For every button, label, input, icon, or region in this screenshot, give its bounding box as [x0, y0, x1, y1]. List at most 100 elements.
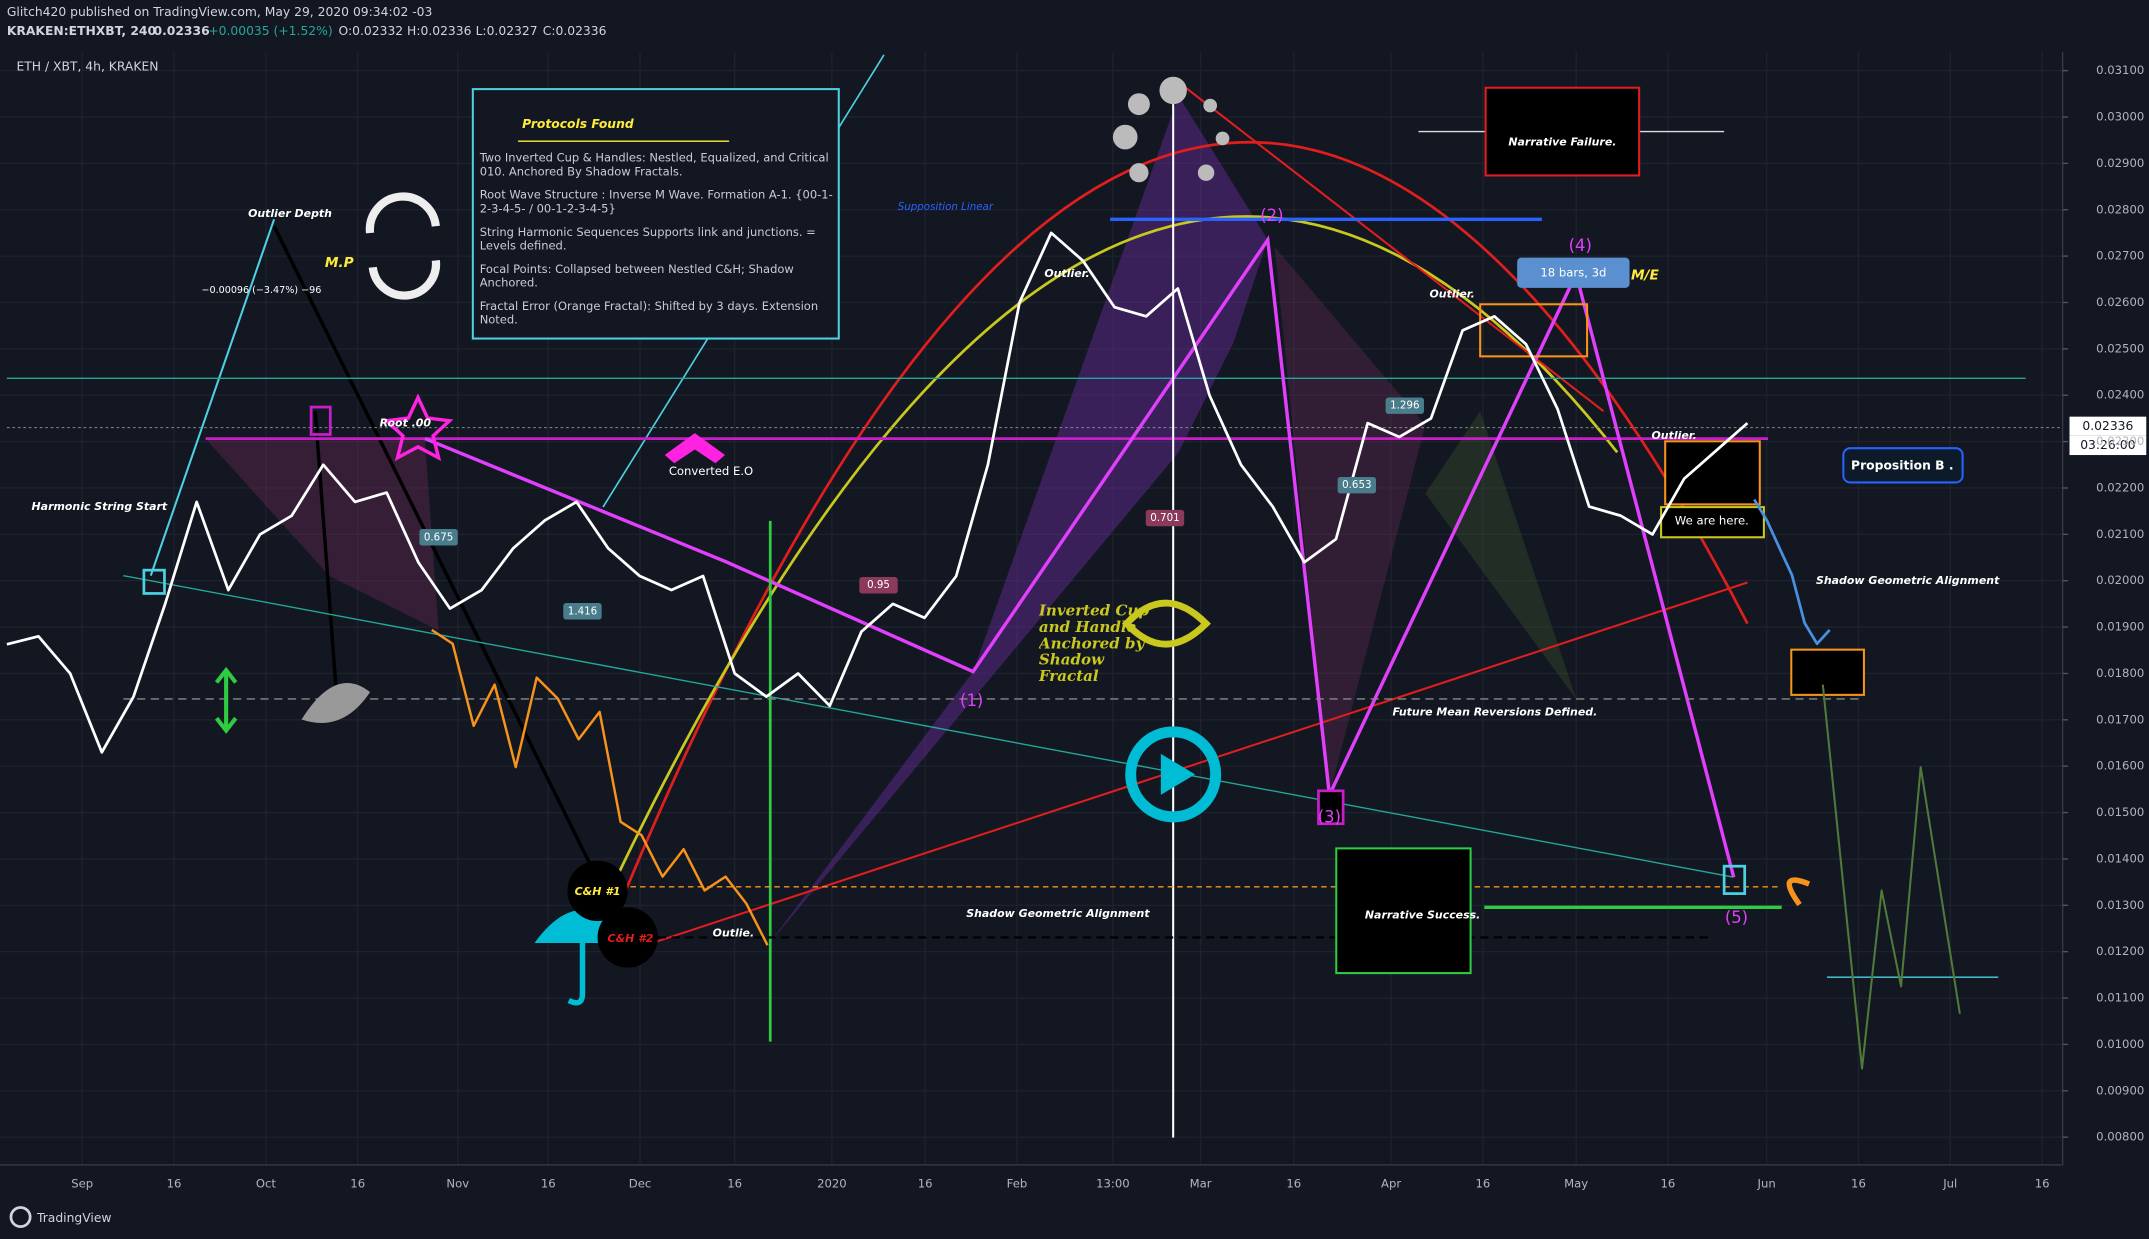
- y-tick-label: 0.02900: [2096, 156, 2144, 170]
- fib-label: 1.416: [568, 605, 597, 617]
- narrative-failure: Narrative Failure.: [1508, 136, 1616, 149]
- change: +0.00035 (+1.52%): [208, 24, 332, 38]
- shadow-alignment: Shadow Geometric Alignment: [1816, 574, 2000, 587]
- wave-label: (1): [960, 691, 983, 710]
- narrative-success: Narrative Success.: [1365, 909, 1480, 922]
- ohlc-low: L:0.02327: [476, 24, 538, 38]
- last-time-tag: [2069, 435, 2147, 456]
- x-tick-label: Jul: [1942, 1177, 1957, 1191]
- x-tick-label: Mar: [1190, 1177, 1212, 1191]
- fib-label: 0.675: [424, 531, 453, 543]
- logo: [9, 1206, 32, 1229]
- wave-label: (3): [1318, 808, 1341, 827]
- y-tick-label: 0.00900: [2096, 1083, 2144, 1097]
- x-tick-label: Dec: [629, 1177, 652, 1191]
- price-axis: [2062, 52, 2149, 1165]
- price-line: [6, 231, 1749, 754]
- y-tick-label: 0.01600: [2096, 759, 2144, 773]
- protocols-list: Two Inverted Cup & Handles: Nestled, Equ…: [480, 151, 836, 326]
- x-tick-label: 2020: [817, 1177, 847, 1191]
- ch2: C&H #2: [608, 932, 654, 945]
- last-price: 0.02336: [2082, 419, 2133, 433]
- chart-title: ETH / XBT, 4h, KRAKEN: [16, 60, 158, 74]
- protocol-item: Root Wave Structure : Inverse M Wave. Fo…: [479, 187, 833, 216]
- price-line: [431, 628, 769, 946]
- ohlc-close: C:0.02336: [543, 24, 607, 38]
- y-tick-label: 0.02300: [2096, 434, 2144, 448]
- we-are-here: We are here.: [1675, 513, 1749, 527]
- y-tick-label: 0.03100: [2096, 63, 2144, 77]
- x-tick-label: Apr: [1381, 1177, 1401, 1191]
- x-tick-label: Feb: [1007, 1177, 1028, 1191]
- author-line: Glitch420 published on TradingView.com, …: [7, 5, 433, 19]
- protocols-box: Two Inverted Cup & Handles: Nestled, Equ…: [480, 151, 836, 326]
- x-tick-label: May: [1564, 1177, 1588, 1191]
- proposition: Proposition B .: [1851, 459, 1953, 473]
- y-tick-label: 0.02400: [2096, 388, 2144, 402]
- symbol: KRAKEN:ETHXBT, 240: [7, 24, 156, 38]
- y-tick-label: 0.01300: [2096, 898, 2144, 912]
- protocols-title: Protocols Found: [522, 117, 634, 131]
- last-price-tag: [2069, 416, 2147, 436]
- me: M/E: [1631, 267, 1660, 283]
- x-tick-label: 16: [1286, 1177, 1301, 1191]
- ohlc-high: H:0.02336: [407, 24, 472, 38]
- fib-label: 0.701: [1150, 512, 1179, 524]
- y-tick-label: 0.00800: [2096, 1130, 2144, 1144]
- y-tick-label: 0.01200: [2096, 944, 2144, 958]
- future-mean: Future Mean Reversions Defined.: [1392, 706, 1597, 719]
- y-tick-label: 0.02100: [2096, 527, 2144, 541]
- fib-label-bg: [563, 603, 602, 620]
- fib-label-bg: [1145, 509, 1185, 527]
- protocol-item: String Harmonic Sequences Supports link …: [479, 224, 816, 253]
- depth-measure: −0.00096 (−3.47%) −96: [201, 285, 321, 296]
- y-tick-label: 0.01500: [2096, 805, 2144, 819]
- protocol-item: Two Inverted Cup & Handles: Nestled, Equ…: [479, 150, 829, 179]
- y-tick-label: 0.01100: [2096, 991, 2144, 1005]
- outlier-depth: Outlier Depth: [248, 207, 332, 220]
- x-tick-label: Jun: [1757, 1177, 1776, 1191]
- protocol-item: Focal Points: Collapsed between Nestled …: [479, 261, 794, 290]
- x-tick-label: 16: [167, 1177, 182, 1191]
- fib-label-bg: [1385, 397, 1424, 414]
- mp: M.P: [325, 255, 354, 271]
- y-tick-label: 0.02600: [2096, 295, 2144, 309]
- inverted-cup: Inverted Cup and Handle Anchored by Shad…: [1038, 603, 1150, 686]
- y-tick-label: 0.02000: [2096, 573, 2144, 587]
- wave-label: (5): [1725, 908, 1748, 927]
- shadow-alignment: Shadow Geometric Alignment: [966, 907, 1150, 920]
- x-tick-label: 16: [541, 1177, 556, 1191]
- fib-label-bg: [1337, 476, 1377, 494]
- x-tick-label: Nov: [446, 1177, 469, 1191]
- y-tick-label: 0.02200: [2096, 480, 2144, 494]
- fib-label: 1.296: [1390, 400, 1419, 412]
- protocol-item: Fractal Error (Orange Fractal): Shifted …: [479, 298, 819, 327]
- bars-label: 18 bars, 3d: [1540, 265, 1606, 279]
- ch1: C&H #1: [575, 885, 621, 898]
- outlier: Outlier.: [1651, 429, 1696, 442]
- x-tick-label: 16: [727, 1177, 742, 1191]
- converted: Converted E.O: [669, 464, 753, 478]
- outlie: Outlie.: [713, 926, 754, 939]
- y-tick-label: 0.02500: [2096, 341, 2144, 355]
- y-tick-label: 0.02800: [2096, 202, 2144, 216]
- fib-label-bg: [859, 577, 898, 594]
- drawings: [6, 54, 2063, 1138]
- outlier: Outlier.: [1429, 288, 1474, 301]
- fib-label: 0.653: [1342, 479, 1371, 491]
- wave-label: (4): [1569, 236, 1592, 255]
- x-tick-label: 16: [1851, 1177, 1866, 1191]
- ohlc-open: O:0.02332: [339, 24, 404, 38]
- footer[interactable]: TradingView: [36, 1211, 112, 1225]
- y-tick-label: 0.01800: [2096, 666, 2144, 680]
- fib-label: 0.95: [867, 579, 890, 591]
- y-tick-label: 0.01700: [2096, 712, 2144, 726]
- harmonic-start: Harmonic String Start: [32, 500, 168, 513]
- y-tick-label: 0.01400: [2096, 851, 2144, 865]
- price-line: [1821, 684, 1961, 1070]
- last-time: 03:26:00: [2080, 438, 2136, 452]
- x-tick-label: Sep: [71, 1177, 93, 1191]
- x-tick-label: 16: [350, 1177, 365, 1191]
- y-tick-label: 0.02700: [2096, 249, 2144, 263]
